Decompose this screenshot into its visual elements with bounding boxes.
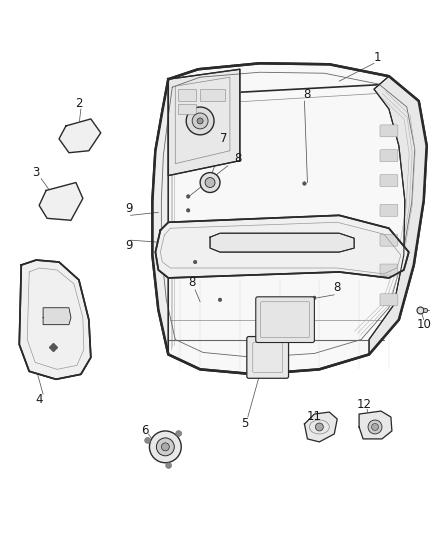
FancyBboxPatch shape	[178, 89, 196, 101]
Circle shape	[161, 443, 170, 451]
Text: 1: 1	[373, 51, 381, 64]
Text: 9: 9	[125, 239, 132, 252]
FancyBboxPatch shape	[380, 264, 398, 276]
Polygon shape	[369, 76, 427, 354]
Circle shape	[371, 424, 378, 431]
Text: 4: 4	[35, 393, 43, 406]
Circle shape	[303, 182, 306, 185]
Text: 2: 2	[75, 96, 83, 110]
Text: 9: 9	[125, 202, 132, 215]
Circle shape	[205, 177, 215, 188]
Text: 8: 8	[334, 281, 341, 294]
Text: 8: 8	[188, 277, 196, 289]
Circle shape	[193, 260, 197, 264]
Polygon shape	[43, 308, 71, 325]
Circle shape	[187, 195, 190, 198]
FancyBboxPatch shape	[256, 297, 314, 343]
Circle shape	[313, 296, 316, 300]
FancyBboxPatch shape	[380, 234, 398, 246]
Text: 8: 8	[234, 152, 242, 165]
Polygon shape	[59, 119, 101, 153]
FancyBboxPatch shape	[380, 175, 398, 187]
Circle shape	[176, 431, 182, 437]
Circle shape	[197, 118, 203, 124]
Circle shape	[218, 298, 222, 302]
Circle shape	[149, 431, 181, 463]
Circle shape	[315, 423, 323, 431]
Polygon shape	[39, 182, 83, 220]
FancyBboxPatch shape	[380, 125, 398, 137]
Circle shape	[200, 173, 220, 192]
FancyBboxPatch shape	[178, 104, 196, 114]
Circle shape	[156, 438, 174, 456]
Circle shape	[166, 463, 172, 469]
Polygon shape	[210, 233, 354, 252]
Text: 6: 6	[141, 424, 148, 438]
Circle shape	[192, 113, 208, 129]
Polygon shape	[155, 215, 409, 278]
FancyBboxPatch shape	[380, 150, 398, 161]
Polygon shape	[152, 79, 168, 354]
Polygon shape	[359, 411, 392, 439]
Text: 10: 10	[416, 318, 431, 331]
Text: 5: 5	[241, 417, 248, 431]
Text: 12: 12	[357, 398, 371, 410]
Polygon shape	[152, 63, 427, 374]
FancyBboxPatch shape	[247, 336, 289, 378]
FancyBboxPatch shape	[200, 89, 225, 101]
Text: 3: 3	[32, 166, 40, 179]
FancyBboxPatch shape	[380, 204, 398, 216]
Circle shape	[368, 420, 382, 434]
Polygon shape	[168, 69, 240, 175]
Circle shape	[278, 300, 281, 304]
Text: 8: 8	[304, 87, 311, 101]
Text: 7: 7	[220, 132, 228, 146]
Polygon shape	[304, 412, 337, 442]
Circle shape	[186, 107, 214, 135]
FancyBboxPatch shape	[380, 294, 398, 306]
Circle shape	[187, 208, 190, 212]
Polygon shape	[19, 260, 91, 379]
Text: 11: 11	[307, 409, 322, 423]
Circle shape	[145, 438, 151, 443]
